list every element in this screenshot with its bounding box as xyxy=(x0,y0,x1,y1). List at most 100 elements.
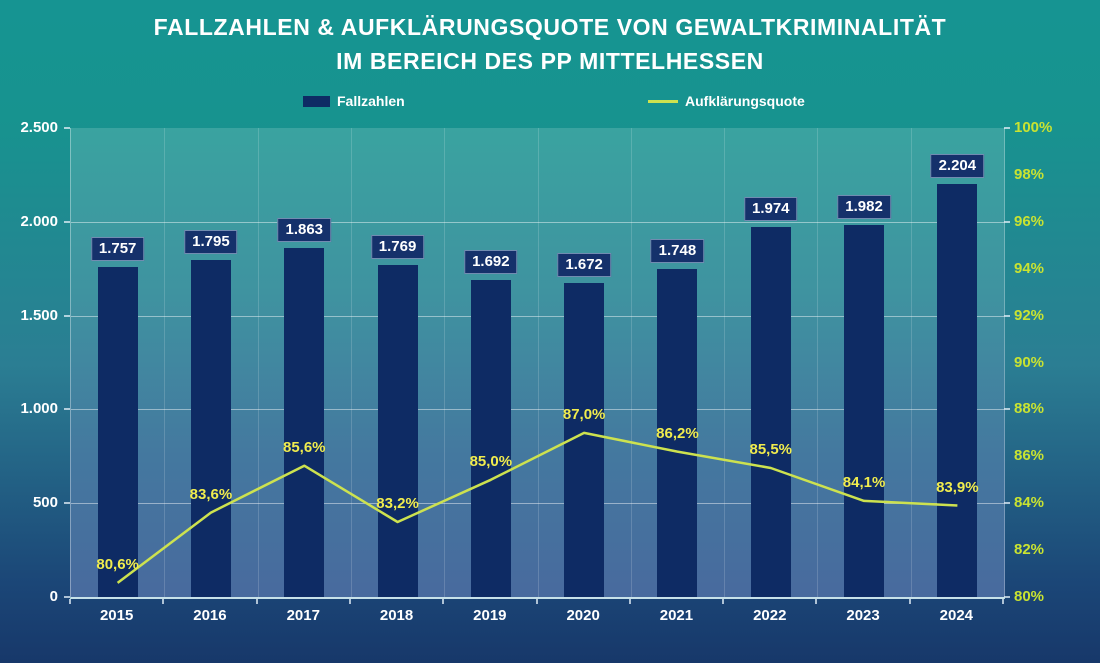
right-axis-tick xyxy=(1004,314,1010,317)
legend-item-aufklaerungsquote: Aufklärungsquote xyxy=(648,92,805,110)
x-axis-tick xyxy=(535,599,538,604)
right-axis-label: 100% xyxy=(1014,119,1053,136)
bar-label-2016: 1.795 xyxy=(184,230,238,255)
bar-swatch-icon xyxy=(303,95,330,107)
left-axis-tick xyxy=(64,408,70,411)
bar-label-2023: 1.982 xyxy=(837,195,891,220)
line-label-2023: 84,1% xyxy=(842,473,886,491)
gridline-vertical xyxy=(910,128,912,597)
bar-2020 xyxy=(564,283,605,597)
legend-item-fallzahlen: Fallzahlen xyxy=(303,92,405,110)
bar-2019 xyxy=(470,279,511,597)
gridline-vertical xyxy=(164,128,166,597)
x-axis-label-2017: 2017 xyxy=(286,607,320,624)
gridline-horizontal xyxy=(71,221,1004,223)
x-axis-tick xyxy=(348,599,351,604)
left-axis-tick xyxy=(64,220,70,223)
left-axis-tick xyxy=(64,502,70,505)
left-axis-label: 1.500 xyxy=(20,306,58,324)
right-axis-tick xyxy=(1004,502,1010,505)
right-axis-label: 86% xyxy=(1014,447,1045,465)
gridline-vertical xyxy=(537,128,539,597)
left-axis-tick xyxy=(64,596,70,598)
line-label-2016: 83,6% xyxy=(189,485,233,503)
gridline-vertical xyxy=(444,128,446,597)
line-label-2017: 85,6% xyxy=(282,438,326,456)
x-axis-tick xyxy=(1002,599,1004,604)
x-axis-label-2018: 2018 xyxy=(379,607,414,624)
right-axis-label: 80% xyxy=(1014,588,1045,605)
bar-label-2019: 1.692 xyxy=(464,249,518,274)
right-axis-label: 84% xyxy=(1014,494,1045,512)
bar-2016 xyxy=(190,260,231,597)
left-axis-tick xyxy=(64,314,70,317)
x-axis-label-2019: 2019 xyxy=(473,607,507,624)
left-axis-label: 2.000 xyxy=(20,212,58,230)
right-axis-label: 82% xyxy=(1014,541,1045,559)
plot-area: 1.757 1.795 1.863 1.769 1.692 1.672 1.748 1.974… xyxy=(70,128,1005,599)
x-axis-label-2022: 2022 xyxy=(753,607,787,624)
gridline-horizontal xyxy=(71,315,1004,317)
line-label-2022: 85,5% xyxy=(749,441,793,459)
line-label-2020: 87,0% xyxy=(562,405,606,423)
x-axis-tick xyxy=(442,599,445,604)
bar-label-2017: 1.863 xyxy=(277,217,332,242)
legend-label-fallzahlen: Fallzahlen xyxy=(337,93,405,109)
x-axis-label-2023: 2023 xyxy=(846,607,880,624)
bar-label-2021: 1.748 xyxy=(650,239,705,264)
x-axis-tick xyxy=(69,599,71,604)
bar-label-2022: 1.974 xyxy=(743,196,798,221)
left-axis-label: 500 xyxy=(32,494,58,512)
left-axis-tick xyxy=(64,127,70,129)
x-axis-label-2020: 2020 xyxy=(566,607,600,624)
x-axis-label-2021: 2021 xyxy=(659,607,694,624)
bar-2022 xyxy=(750,226,791,597)
gridline-vertical xyxy=(724,128,726,597)
gridline-horizontal xyxy=(71,409,1004,411)
bar-label-2020: 1.672 xyxy=(557,253,611,278)
line-label-2019: 85,0% xyxy=(469,452,513,470)
gridline-vertical xyxy=(630,128,632,597)
right-axis-tick xyxy=(1004,220,1010,223)
line-label-2018: 83,2% xyxy=(376,494,419,512)
x-axis-tick xyxy=(162,599,165,604)
bar-2023 xyxy=(844,225,885,597)
right-axis-label: 90% xyxy=(1014,353,1045,371)
x-axis-label-2015: 2015 xyxy=(99,607,134,624)
bar-label-2024: 2.204 xyxy=(930,153,985,178)
gridline-vertical xyxy=(817,128,819,597)
x-axis-label-2016: 2016 xyxy=(193,607,227,624)
right-axis-tick xyxy=(1004,596,1010,598)
line-label-2015: 80,6% xyxy=(96,555,139,573)
gridline-vertical xyxy=(257,128,259,597)
bar-2018 xyxy=(377,265,418,597)
x-axis-tick xyxy=(255,599,258,604)
right-axis-label: 94% xyxy=(1014,259,1045,277)
line-label-2024: 83,9% xyxy=(936,478,979,496)
right-axis-tick xyxy=(1004,127,1010,129)
bar-label-2018: 1.769 xyxy=(370,235,425,260)
line-swatch-icon xyxy=(648,99,678,103)
bar-2024 xyxy=(937,183,978,597)
bar-2017 xyxy=(284,247,325,597)
right-axis-label: 92% xyxy=(1014,306,1045,324)
x-axis-tick xyxy=(722,599,725,604)
left-axis-label: 0 xyxy=(49,588,58,605)
x-axis-label-2024: 2024 xyxy=(939,607,974,624)
right-axis-label: 88% xyxy=(1014,400,1045,418)
right-axis-label: 96% xyxy=(1014,212,1045,230)
left-axis-label: 2.500 xyxy=(20,119,58,136)
line-label-2021: 86,2% xyxy=(656,424,699,442)
right-axis-label: 98% xyxy=(1014,165,1045,183)
bar-label-2015: 1.757 xyxy=(90,237,145,262)
x-axis-tick xyxy=(628,599,631,604)
bar-2015 xyxy=(97,267,138,597)
right-axis-tick xyxy=(1004,408,1010,411)
chart-title: FALLZAHLEN & AUFKLÄRUNGSQUOTE VON GEWALT… xyxy=(0,10,1100,78)
legend-label-aufklaerungsquote: Aufklärungsquote xyxy=(685,93,805,109)
gridline-vertical xyxy=(350,128,352,597)
left-axis-label: 1.000 xyxy=(20,400,58,418)
chart-title-line2: IM BEREICH DES PP MITTELHESSEN xyxy=(336,48,764,74)
x-axis-tick xyxy=(815,599,818,604)
